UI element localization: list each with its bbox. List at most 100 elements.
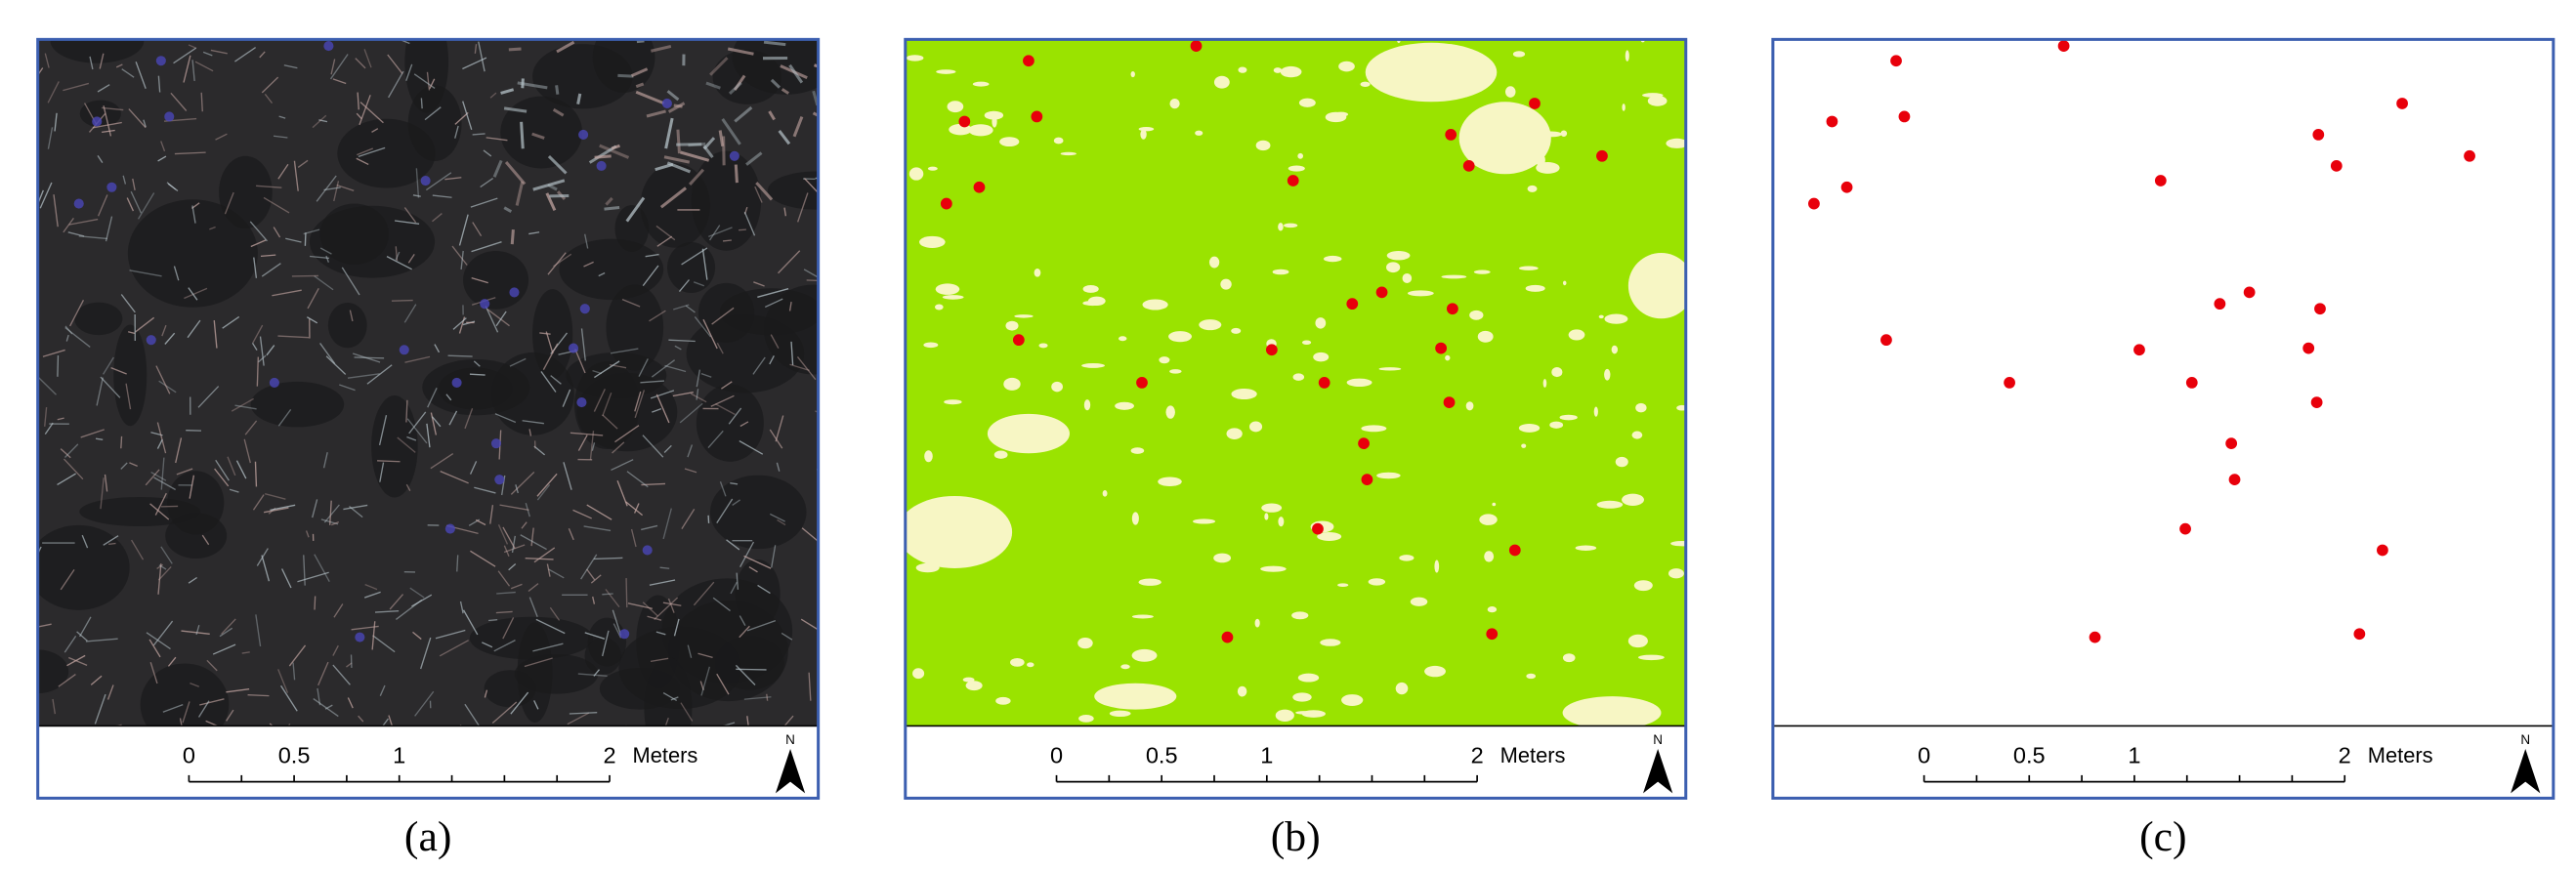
- residue: [995, 696, 1011, 705]
- straw: [674, 345, 682, 351]
- straw: [781, 632, 793, 641]
- straw: [540, 371, 557, 393]
- straw: [102, 106, 124, 111]
- straw: [502, 526, 516, 550]
- straw: [598, 271, 606, 277]
- straw: [475, 518, 486, 526]
- blue-spot: [92, 116, 103, 127]
- straw: [426, 423, 431, 448]
- red-spot: [1358, 437, 1370, 450]
- straw: [115, 63, 123, 68]
- residue: [1102, 490, 1108, 497]
- straw: [128, 108, 147, 129]
- residue: [1386, 262, 1401, 273]
- straw: [412, 194, 421, 197]
- residue: [1298, 98, 1316, 107]
- straw: [316, 175, 337, 202]
- red-spot: [1435, 342, 1448, 354]
- straw: [735, 664, 756, 685]
- residue: [1275, 709, 1294, 722]
- scale-label: 0.5: [2013, 743, 2046, 768]
- straw: [739, 615, 746, 627]
- straw: [191, 205, 196, 224]
- red-spot: [958, 115, 971, 128]
- shadow: [469, 616, 594, 660]
- straw: [681, 508, 696, 529]
- straw: [306, 316, 318, 324]
- residue: [1337, 583, 1349, 588]
- residue: [1604, 368, 1611, 381]
- straw: [356, 157, 369, 166]
- residue: [1562, 696, 1662, 726]
- straw: [63, 635, 77, 653]
- residue: [1341, 694, 1364, 706]
- residue: [1291, 611, 1309, 620]
- residue: [1138, 126, 1155, 132]
- straw: [47, 81, 60, 104]
- panel-label: (a): [404, 813, 452, 860]
- straw: [42, 349, 65, 357]
- straw: [494, 413, 517, 424]
- straw: [721, 118, 741, 145]
- straw: [194, 61, 214, 72]
- residue: [1301, 710, 1326, 718]
- straw: [154, 492, 167, 516]
- residue: [1051, 381, 1063, 393]
- straw: [580, 328, 586, 361]
- residue: [935, 283, 960, 295]
- straw: [634, 391, 642, 412]
- straw: [277, 409, 292, 427]
- residue: [1492, 502, 1497, 507]
- straw: [730, 581, 738, 595]
- residue: [993, 450, 1008, 459]
- straw: [379, 462, 385, 482]
- residue: [1288, 165, 1305, 172]
- straw: [728, 81, 742, 95]
- straw: [403, 207, 417, 224]
- straw: [583, 525, 612, 532]
- straw: [125, 383, 132, 410]
- residue: [1142, 299, 1168, 311]
- red-spot: [1840, 181, 1853, 193]
- red-spot: [1508, 544, 1521, 557]
- straw: [325, 355, 347, 375]
- straw: [430, 453, 454, 470]
- straw: [646, 109, 666, 118]
- straw: [440, 470, 469, 484]
- straw: [769, 355, 775, 365]
- straw: [261, 76, 279, 94]
- straw: [231, 397, 254, 412]
- straw: [630, 67, 649, 78]
- red-spot: [1898, 110, 1911, 123]
- residue: [1248, 421, 1263, 433]
- straw: [520, 121, 525, 149]
- straw: [612, 609, 622, 637]
- straw: [255, 614, 262, 647]
- straw: [770, 78, 781, 89]
- residue: [1598, 314, 1604, 319]
- blue-spot: [661, 98, 672, 109]
- straw: [278, 115, 286, 119]
- straw: [586, 568, 596, 581]
- north-arrow: [2511, 748, 2541, 794]
- blue-spot: [480, 299, 490, 310]
- scale-unit: Meters: [633, 743, 698, 767]
- residue: [1378, 367, 1402, 371]
- straw: [469, 461, 478, 475]
- straw: [524, 657, 553, 668]
- straw: [219, 627, 233, 638]
- residue: [1192, 518, 1216, 524]
- residue: [1346, 378, 1372, 388]
- straw: [426, 71, 431, 91]
- straw: [164, 332, 176, 345]
- straw: [508, 47, 522, 52]
- shadow: [50, 39, 145, 63]
- straw: [162, 703, 184, 713]
- straw: [599, 144, 630, 159]
- straw: [486, 137, 508, 142]
- straw: [611, 144, 620, 150]
- straw: [800, 618, 819, 631]
- blue-spot: [146, 335, 156, 346]
- residue: [1504, 86, 1516, 98]
- straw: [206, 659, 218, 672]
